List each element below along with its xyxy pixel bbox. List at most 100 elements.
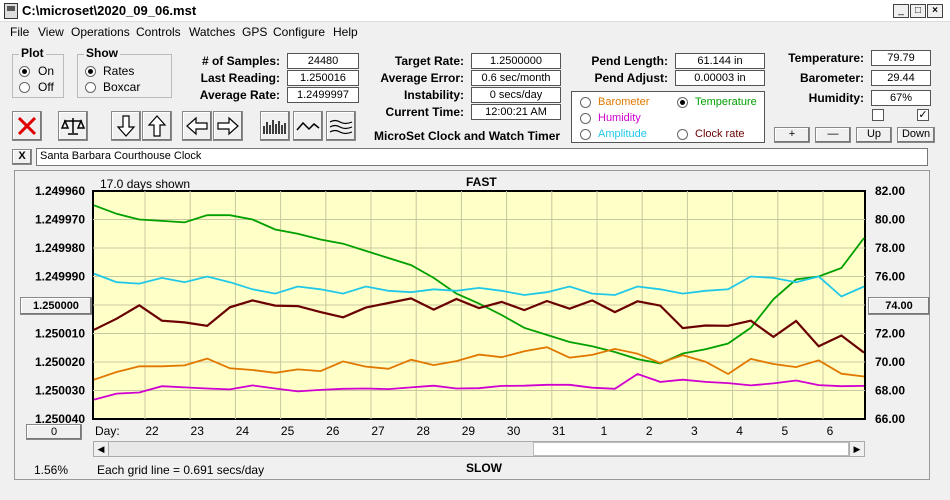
left-tick-label: 1.250020: [35, 355, 85, 369]
x-tick-label: 25: [281, 424, 295, 438]
target-rate-label: Target Rate:: [394, 54, 464, 68]
average-rate-label: Average Rate:: [199, 88, 280, 102]
menu-watches[interactable]: Watches: [189, 25, 236, 39]
right-tick-label: 72.00: [875, 327, 905, 341]
barometer-value: 29.44: [871, 70, 931, 86]
samples-value: 24480: [287, 53, 359, 69]
pend-adjust-value: 0.00003 in: [675, 70, 765, 86]
scroll-left-button[interactable]: [182, 111, 212, 141]
balance-scale-icon: [60, 118, 86, 135]
minimize-button[interactable]: _: [893, 4, 909, 18]
menu-view[interactable]: View: [38, 25, 64, 39]
amplitude-option-label: Amplitude: [598, 128, 647, 140]
percent-text: 1.56%: [34, 463, 69, 477]
raw-data-button[interactable]: [260, 111, 290, 141]
scroll-right-arrow[interactable]: ▶: [849, 442, 864, 456]
x-tick-label: 28: [417, 424, 431, 438]
humidity-label: Humidity:: [808, 91, 864, 105]
env-checkbox-1[interactable]: [872, 109, 884, 121]
temperature-radio[interactable]: [677, 97, 688, 108]
average-error-value: 0.6 sec/month: [471, 70, 561, 86]
up-button[interactable]: Up: [856, 127, 892, 143]
right-tick-label: 66.00: [875, 412, 905, 426]
day-axis-label: Day:: [95, 424, 120, 438]
series-temperature: [93, 204, 865, 365]
balance-button[interactable]: [58, 111, 88, 141]
pend-length-label: Pend Length:: [591, 54, 668, 68]
plot-on-radio[interactable]: [19, 66, 30, 77]
grid-note-text: Each grid line = 0.691 secs/day: [97, 463, 265, 477]
down-button[interactable]: Down: [897, 127, 935, 143]
fast-label: FAST: [466, 175, 497, 189]
series-clock-rate: [93, 297, 865, 354]
scroll-right-button[interactable]: [213, 111, 243, 141]
show-boxcar-label: Boxcar: [103, 80, 141, 94]
humidity-radio[interactable]: [580, 113, 591, 124]
left-tick-label: 1.250030: [35, 384, 85, 398]
plus-button[interactable]: +: [774, 127, 810, 143]
axis-ticks: 1.249960 1.249970 1.249980 1.249990 1.250010…: [35, 184, 905, 438]
menu-file[interactable]: File: [10, 25, 30, 39]
left-tick-label: 1.250040: [35, 412, 85, 426]
menu-controls[interactable]: Controls: [136, 25, 181, 39]
arrow-left-icon: [186, 116, 208, 136]
amplitude-radio[interactable]: [580, 129, 591, 140]
plot-group-title: Plot: [19, 46, 46, 60]
barometer-radio[interactable]: [580, 97, 591, 108]
show-group-title: Show: [84, 46, 120, 60]
clock-rate-radio[interactable]: [677, 129, 688, 140]
scale-down-button[interactable]: [111, 111, 141, 141]
scale-up-button[interactable]: [142, 111, 172, 141]
humidity-value: 67%: [871, 90, 931, 106]
instability-value: 0 secs/day: [471, 87, 561, 103]
right-tick-label: 76.00: [875, 270, 905, 284]
x-tick-label: 24: [236, 424, 250, 438]
show-boxcar-radio[interactable]: [85, 82, 96, 93]
barometer-option-label: Barometer: [598, 96, 650, 108]
center-temp-button[interactable]: 74.00: [868, 297, 930, 315]
bar-graph-icon: [263, 120, 286, 134]
current-time-value: 12:00:21 AM: [471, 104, 561, 120]
x-tick-label: 2: [646, 424, 653, 438]
clear-clock-button[interactable]: X: [12, 149, 32, 165]
x-tick-label: 6: [827, 424, 834, 438]
right-tick-label: 68.00: [875, 384, 905, 398]
plot-off-radio[interactable]: [19, 82, 30, 93]
samples-label: # of Samples:: [201, 54, 280, 68]
scrollbar-thumb[interactable]: [533, 442, 849, 456]
pend-length-value[interactable]: 61.144 in: [675, 53, 765, 69]
slow-label: SLOW: [466, 461, 502, 475]
menu-operations[interactable]: Operations: [71, 25, 130, 39]
x-tick-label: 4: [736, 424, 743, 438]
show-rates-label: Rates: [103, 64, 135, 78]
minus-button[interactable]: —: [815, 127, 851, 143]
clock-name-input[interactable]: Santa Barbara Courthouse Clock: [36, 148, 928, 166]
window-title: C:\microset\2020_09_06.mst: [22, 3, 197, 18]
stop-button[interactable]: [12, 111, 42, 141]
days-shown-text: 17.0 days shown: [100, 177, 191, 191]
clock-rate-option-label: Clock rate: [695, 128, 745, 140]
env-checkbox-2[interactable]: ✓: [917, 109, 929, 121]
filter-button[interactable]: [326, 111, 356, 141]
barometer-label: Barometer:: [799, 71, 864, 85]
left-tick-label: 1.250010: [35, 327, 85, 341]
x-tick-label: 1: [601, 424, 608, 438]
scroll-left-arrow[interactable]: ◀: [94, 442, 109, 456]
menu-gps[interactable]: GPS: [242, 25, 268, 39]
menu-bar: File View Operations Controls Watches GP…: [0, 22, 950, 42]
arrow-up-icon: [147, 115, 167, 137]
target-rate-value[interactable]: 1.2500000: [471, 53, 561, 69]
show-rates-radio[interactable]: [85, 66, 96, 77]
left-tick-label: 1.249970: [35, 213, 85, 227]
center-rate-button[interactable]: 1.250000: [20, 297, 92, 315]
menu-configure[interactable]: Configure: [273, 25, 326, 39]
x-tick-label: 22: [145, 424, 159, 438]
smooth-button[interactable]: [293, 111, 323, 141]
close-window-button[interactable]: ×: [927, 4, 943, 18]
menu-help[interactable]: Help: [333, 25, 358, 39]
maximize-button[interactable]: □: [910, 4, 926, 18]
temperature-option-label: Temperature: [695, 96, 757, 108]
plot-on-label: On: [38, 64, 55, 78]
offset-zero-button[interactable]: 0: [26, 424, 82, 440]
